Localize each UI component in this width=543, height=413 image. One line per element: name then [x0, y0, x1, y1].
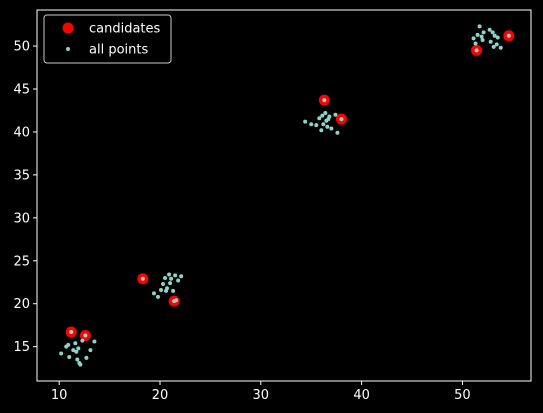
data-point: [335, 130, 340, 135]
data-point: [506, 33, 511, 38]
y-tick-label: 25: [13, 254, 30, 269]
data-point: [155, 294, 160, 299]
data-point: [322, 98, 327, 103]
data-point: [323, 111, 328, 116]
data-point: [179, 274, 184, 279]
data-point: [71, 348, 76, 353]
data-point: [491, 44, 496, 49]
data-point: [76, 346, 81, 351]
legend-box: [43, 14, 172, 64]
data-point: [159, 287, 164, 292]
y-tick-label: 20: [13, 297, 30, 312]
data-point: [487, 27, 492, 32]
data-point: [168, 281, 173, 286]
data-point: [329, 126, 334, 131]
data-point: [326, 117, 331, 122]
data-point: [321, 122, 326, 127]
data-point: [78, 362, 83, 367]
points-layer: [59, 24, 515, 367]
data-point: [67, 354, 72, 359]
data-point: [173, 273, 178, 278]
data-point: [495, 35, 500, 40]
data-point: [92, 339, 97, 344]
data-point: [475, 32, 480, 37]
data-point: [473, 41, 478, 46]
data-point: [151, 291, 156, 296]
data-point: [164, 288, 169, 293]
x-tick-label: 20: [152, 388, 169, 403]
legend-label-all-points: all points: [89, 43, 148, 58]
data-point: [167, 272, 172, 277]
data-point: [163, 275, 168, 280]
data-point: [176, 278, 181, 283]
data-point: [333, 112, 338, 117]
x-tick-label: 40: [353, 388, 370, 403]
legend-label-candidates: candidates: [89, 22, 161, 37]
data-point: [479, 34, 484, 39]
data-point: [59, 351, 64, 356]
data-point: [169, 276, 174, 281]
data-point: [325, 124, 330, 129]
y-tick-label: 15: [13, 340, 30, 355]
data-point: [88, 348, 93, 353]
y-tick-label: 35: [13, 168, 30, 183]
legend: candidates all points: [43, 14, 172, 64]
data-point: [174, 298, 179, 303]
x-tick-label: 50: [454, 388, 471, 403]
data-point: [66, 342, 71, 347]
axes-frame: [36, 9, 532, 382]
data-point: [320, 113, 325, 118]
y-tick-label: 30: [13, 211, 30, 226]
data-point: [84, 355, 89, 360]
data-point: [314, 123, 319, 128]
data-point: [319, 128, 324, 133]
data-point: [74, 349, 79, 354]
data-point: [490, 30, 495, 35]
x-tick-label: 10: [51, 388, 68, 403]
data-point: [480, 38, 485, 43]
data-point: [171, 288, 176, 293]
legend-marker-all-points: [66, 47, 70, 51]
x-tick-label: 30: [253, 388, 270, 403]
data-point: [140, 276, 145, 281]
data-point: [69, 330, 74, 335]
data-point: [481, 30, 486, 35]
data-point: [498, 45, 503, 50]
data-point: [317, 116, 322, 121]
data-point: [477, 24, 482, 29]
data-point: [339, 117, 344, 122]
data-point: [303, 119, 308, 124]
data-point: [75, 357, 80, 362]
data-point: [309, 122, 314, 127]
y-tick-label: 50: [13, 40, 30, 55]
data-point: [83, 333, 88, 338]
data-point: [494, 42, 499, 47]
data-point: [73, 341, 78, 346]
data-point: [474, 48, 479, 53]
legend-marker-candidates: [62, 22, 74, 34]
data-point: [488, 39, 493, 44]
data-point: [161, 281, 166, 286]
y-tick-label: 40: [13, 125, 30, 140]
y-tick-label: 45: [13, 83, 30, 98]
data-point: [80, 338, 85, 343]
data-point: [492, 33, 497, 38]
data-point: [471, 36, 476, 41]
ticks-layer: 10 20 30 40 50 15 20 25 30 35 40 45 50: [13, 40, 470, 403]
